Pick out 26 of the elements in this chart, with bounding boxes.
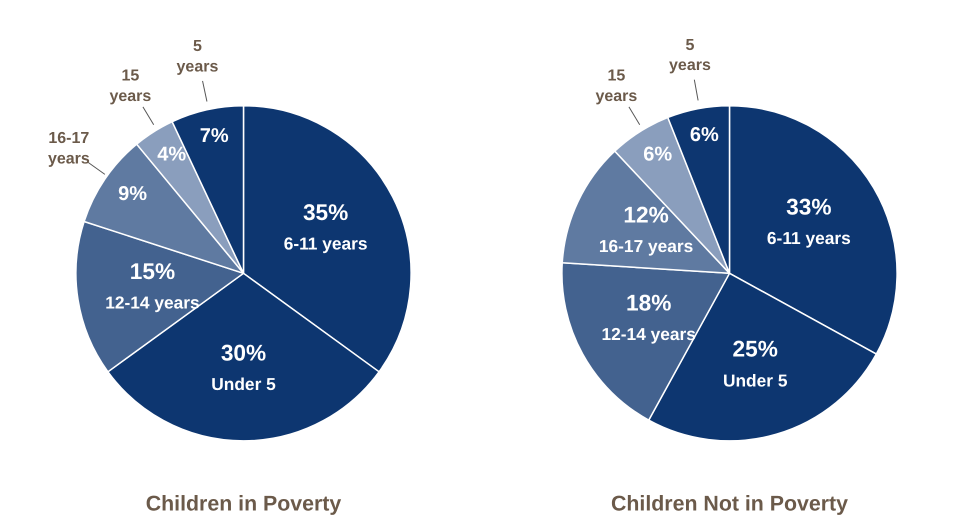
data-label: 15%: [130, 258, 176, 284]
slice-label: 15 years: [109, 67, 152, 105]
data-label: 35%: [302, 198, 348, 225]
data-label: 6%: [643, 143, 672, 166]
data-label: 18%: [626, 289, 672, 316]
data-label: 25%: [732, 336, 778, 362]
slice-label: 6-11 years: [766, 228, 851, 248]
slice-label: Under 5: [722, 370, 788, 390]
slice-label: 16-17 years: [48, 130, 90, 168]
data-label: 7%: [200, 124, 229, 147]
text: Children in Poverty: [146, 492, 342, 516]
slice-label: 12-14 years: [602, 324, 696, 344]
slice-label: 15 years: [595, 67, 638, 105]
data-label: 12%: [623, 201, 669, 228]
data-label: 9%: [118, 183, 148, 206]
slice-label: 5 years: [669, 36, 711, 74]
data-label: 6%: [690, 124, 720, 146]
slice-label: 12-14 years: [105, 292, 200, 313]
data-label: 33%: [786, 193, 832, 220]
slice-label: Under 5: [211, 374, 276, 394]
data-label: 4%: [157, 143, 186, 166]
slice-label: 5 years: [176, 38, 218, 76]
slice-label: 16-17 years: [598, 236, 694, 256]
text: Children Not in Poverty: [611, 492, 848, 516]
slice-label: 6-11 years: [284, 233, 368, 254]
data-label: 30%: [220, 340, 266, 366]
